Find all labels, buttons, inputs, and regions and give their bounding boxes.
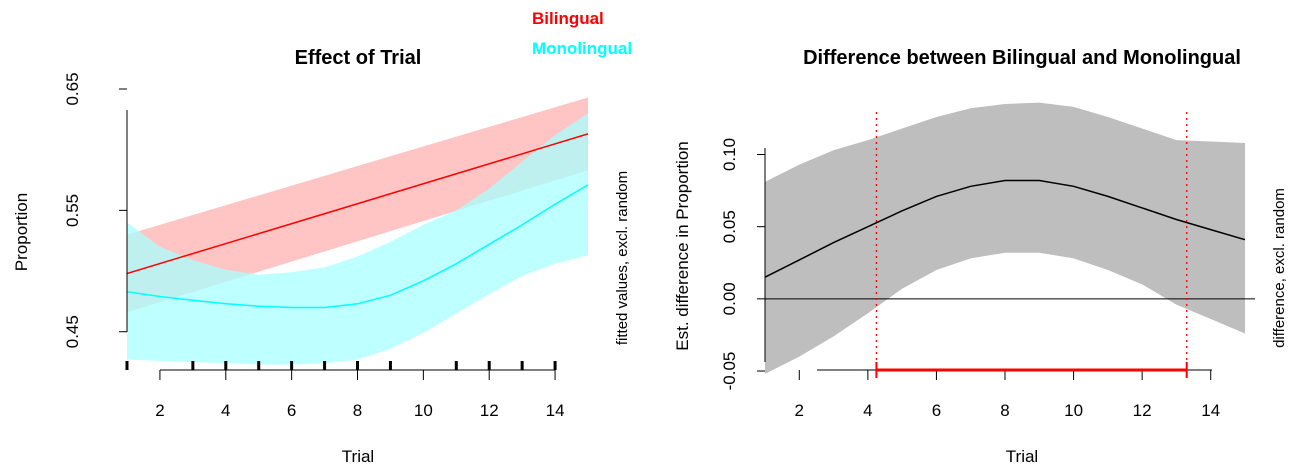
right-y-axis-label: Est. difference in Proportion: [673, 141, 692, 350]
right-y-ticks: -0.05 0.00 0.05 0.10: [720, 138, 765, 390]
legend-bilingual: Bilingual: [532, 9, 604, 28]
left-x-ticks: 2 4 6 8 10 12 14: [155, 370, 565, 420]
difference-panel: Difference between Bilingual and Monolin…: [673, 47, 1288, 466]
left-y-ticks: 0.45 0.55 0.65: [63, 72, 127, 348]
y-tick-label: 0.45: [63, 315, 82, 348]
left-chart-title: Effect of Trial: [295, 47, 422, 69]
effect-of-trial-panel: Effect of Trial 0.450.550.65 2 4 6 8 10 12 14 …: [12, 47, 631, 466]
confidence-band-difference: [765, 102, 1245, 374]
x-tick-label: 8: [353, 401, 362, 420]
x-tick-label: 12: [480, 401, 499, 420]
left-x-axis-label: Trial: [342, 447, 374, 466]
left-confidence-bands: [127, 97, 588, 365]
right-chart-title: Difference between Bilingual and Monolin…: [803, 47, 1241, 69]
series-line-difference: [764, 179, 1246, 278]
y-tick-label: 0.10: [720, 138, 739, 171]
right-side-label: difference, excl. random: [1271, 188, 1288, 348]
left-side-label: fitted values, excl. random: [614, 171, 631, 345]
x-tick-label: 10: [414, 401, 433, 420]
x-tick-label: 14: [546, 401, 565, 420]
x-tick-label: 4: [863, 401, 872, 420]
x-tick-label: 6: [287, 401, 296, 420]
left-y-axis-label: Proportion: [12, 193, 31, 271]
x-tick-label: 10: [1064, 401, 1083, 420]
left-series-lines: [126, 133, 589, 309]
confidence-band-monolingual: [127, 113, 588, 365]
x-tick-label: 2: [155, 401, 164, 420]
y-tick-label: 0.05: [720, 210, 739, 243]
y-tick-label: 0.00: [720, 282, 739, 315]
x-tick-label: 8: [1000, 401, 1009, 420]
series-line-bilingual: [126, 133, 589, 275]
y-tick-label: 0.55: [63, 194, 82, 227]
right-difference-line: [764, 179, 1255, 300]
series-line-monolingual: [126, 184, 589, 309]
x-tick-label: 12: [1133, 401, 1152, 420]
x-tick-label: 2: [795, 401, 804, 420]
confidence-band-bilingual: [127, 97, 588, 313]
right-confidence-band: [765, 102, 1245, 374]
left-rug-ticks: [125, 361, 557, 370]
x-tick-label: 4: [221, 401, 230, 420]
y-tick-label: 0.65: [63, 72, 82, 105]
y-tick-label: -0.05: [720, 352, 739, 391]
significant-region-markers: [875, 112, 1188, 378]
legend-monolingual: Monolingual: [532, 39, 632, 58]
right-x-axis-label: Trial: [1006, 447, 1038, 466]
right-x-ticks: 2 4 6 8 10 12 14: [795, 370, 1220, 420]
x-tick-label: 6: [932, 401, 941, 420]
x-tick-label: 14: [1201, 401, 1220, 420]
